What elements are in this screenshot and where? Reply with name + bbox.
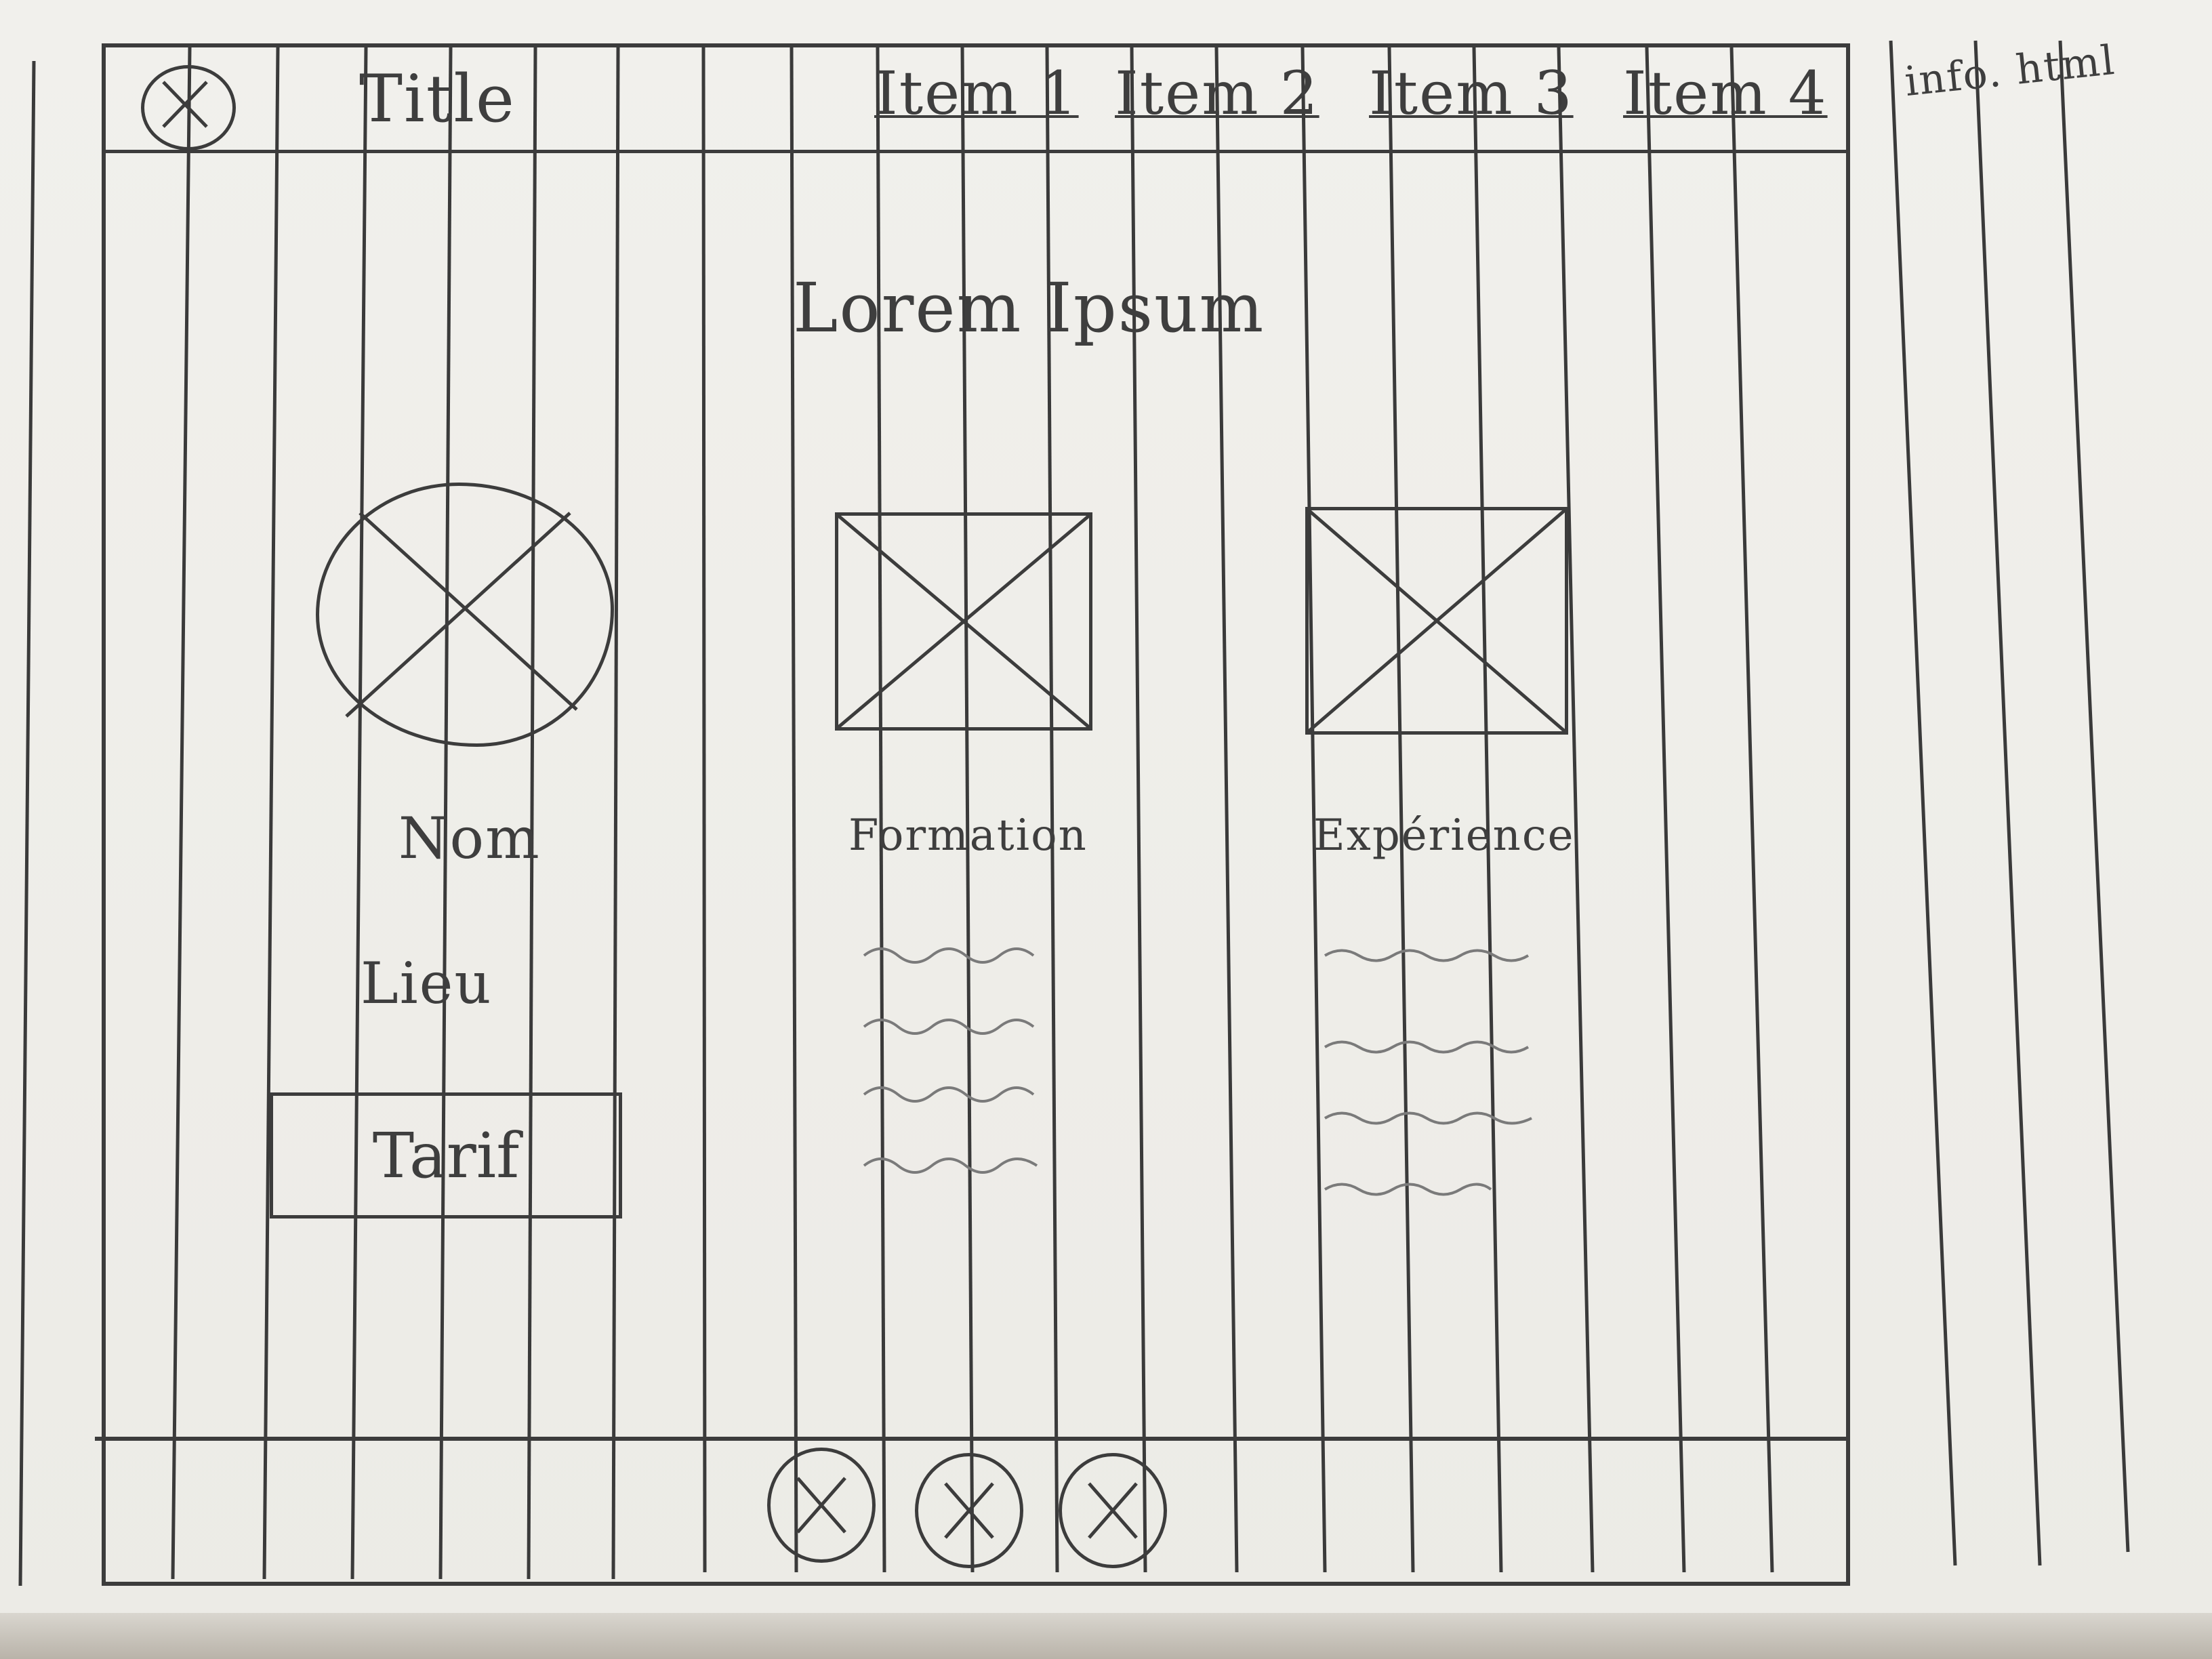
footer-button-2[interactable] — [915, 1453, 1023, 1568]
experience-label: Expérience — [1313, 811, 1575, 861]
placeholder-x-icon[interactable] — [141, 65, 236, 150]
footer-divider — [95, 1437, 1850, 1441]
footer-button-3[interactable] — [1059, 1453, 1167, 1568]
nav-item-1[interactable]: Item 1 — [874, 58, 1079, 128]
footer-button-1[interactable] — [767, 1448, 876, 1563]
placeholder-x-icon — [944, 1482, 994, 1539]
nav-item-2[interactable]: Item 2 — [1115, 58, 1319, 128]
placeholder-x-icon — [1088, 1482, 1138, 1539]
browser-frame — [102, 43, 1850, 1586]
formation-text-placeholder — [863, 947, 1038, 1174]
tarif-button[interactable]: Tarif — [270, 1092, 622, 1218]
header-bar — [106, 47, 1846, 153]
notebook-edge — [0, 1613, 2212, 1659]
site-title: Title — [359, 61, 516, 137]
placeholder-x-icon — [796, 1477, 846, 1534]
image-placeholder-icon — [835, 512, 1092, 731]
image-placeholder-icon — [1305, 507, 1568, 735]
experience-text-placeholder — [1324, 949, 1532, 1196]
nav-item-4[interactable]: Item 4 — [1623, 58, 1828, 128]
profile-name-label: Nom — [398, 805, 541, 872]
image-placeholder-icon — [316, 483, 614, 747]
formation-label: Formation — [848, 811, 1088, 861]
page-heading: Lorem Ipsum — [793, 268, 1265, 348]
profile-place-label: Lieu — [361, 950, 493, 1017]
nav-item-3[interactable]: Item 3 — [1369, 58, 1574, 128]
